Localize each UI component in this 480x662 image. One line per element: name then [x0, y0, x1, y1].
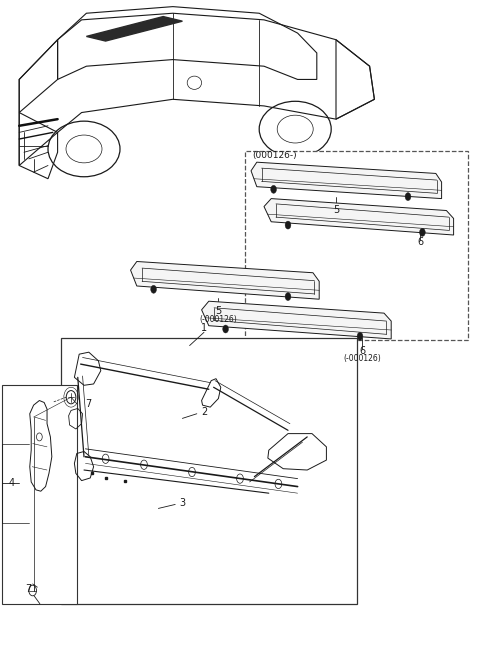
Circle shape — [285, 221, 291, 229]
Bar — [2, 385, 77, 604]
Circle shape — [405, 193, 411, 201]
Polygon shape — [131, 261, 319, 299]
Bar — [61, 338, 357, 604]
Text: 1: 1 — [201, 322, 207, 333]
Polygon shape — [251, 162, 442, 199]
Circle shape — [285, 293, 291, 301]
Circle shape — [271, 185, 276, 193]
Text: 6: 6 — [360, 346, 365, 356]
Polygon shape — [264, 199, 454, 235]
Polygon shape — [86, 17, 182, 41]
Circle shape — [420, 228, 425, 236]
Text: 6: 6 — [417, 236, 423, 247]
Text: (-000126): (-000126) — [344, 354, 381, 363]
Polygon shape — [202, 301, 391, 339]
Text: (000126-): (000126-) — [252, 151, 297, 160]
Text: 7: 7 — [25, 584, 32, 594]
Circle shape — [151, 285, 156, 293]
Text: 2: 2 — [201, 406, 207, 417]
Circle shape — [223, 325, 228, 333]
Text: (-000126): (-000126) — [200, 314, 237, 324]
Text: 5: 5 — [215, 306, 222, 316]
Circle shape — [357, 332, 363, 340]
Text: 4: 4 — [9, 478, 15, 489]
Text: 5: 5 — [333, 205, 339, 215]
Text: 7: 7 — [85, 399, 92, 409]
Text: 3: 3 — [180, 498, 185, 508]
Bar — [245, 151, 468, 340]
